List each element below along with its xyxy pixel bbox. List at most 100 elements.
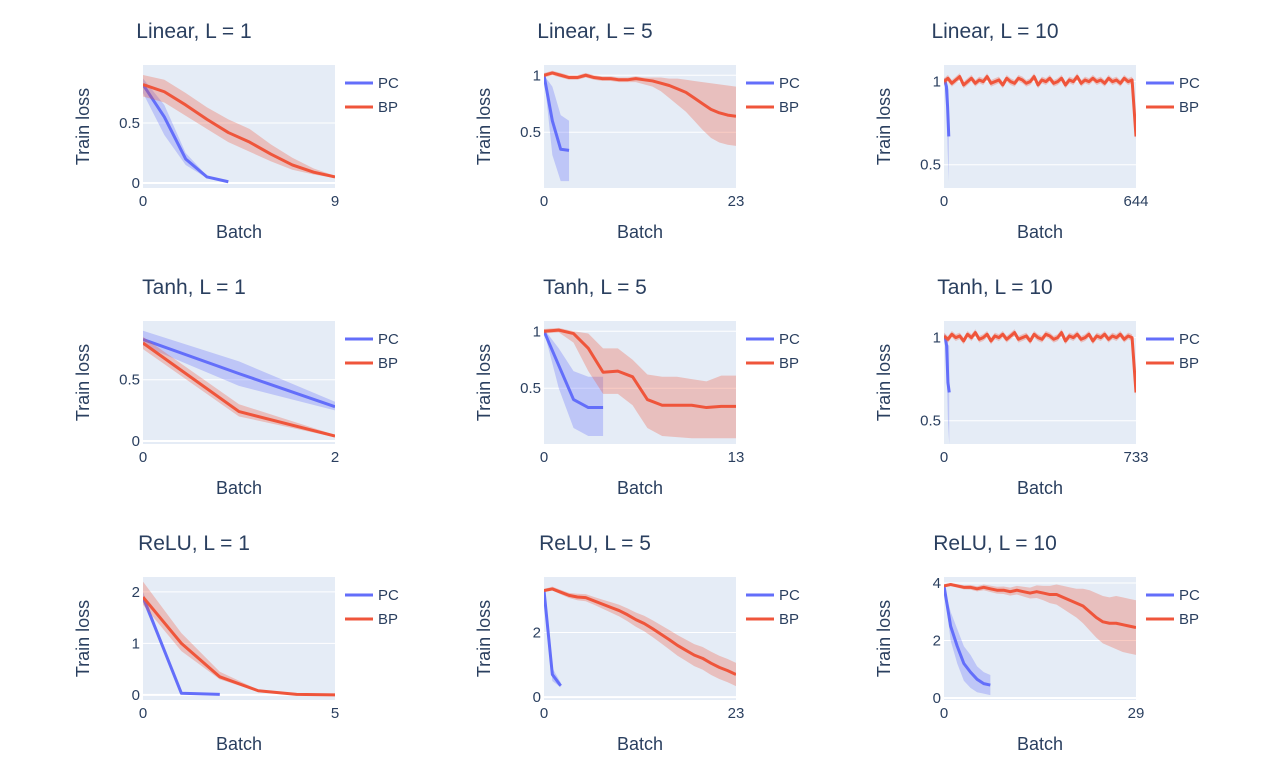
legend-item-bp[interactable]: BP — [746, 99, 799, 116]
legend-label: BP — [1179, 355, 1199, 372]
plot-content — [944, 73, 1136, 182]
subplot-3: 0 0.5 0 2 Tanh, L = 1 Batch Train loss PC BP — [73, 276, 399, 498]
subplot-title: Linear, L = 5 — [537, 20, 652, 43]
x-tick-label: 5 — [331, 705, 339, 722]
legend-label: BP — [378, 355, 398, 372]
x-tick-label: 0 — [139, 705, 147, 722]
y-tick-label: 2 — [933, 633, 941, 650]
plot-content — [544, 327, 736, 439]
y-axis-label: Train loss — [474, 344, 494, 421]
x-tick-label: 0 — [940, 449, 948, 466]
bp-series-line — [944, 331, 1136, 393]
legend-item-pc[interactable]: PC — [1146, 331, 1200, 348]
y-tick-label: 2 — [132, 584, 140, 601]
subplot-0: 0 0.5 0 9 Linear, L = 1 Batch Train loss PC BP — [73, 20, 399, 242]
pc-series-line — [544, 74, 570, 152]
legend-item-pc[interactable]: PC — [345, 75, 399, 92]
legend-item-pc[interactable]: PC — [746, 331, 800, 348]
plot-content — [544, 586, 736, 688]
y-tick-label: 0.5 — [520, 124, 541, 141]
subplot-1: 0.5 1 0 23 Linear, L = 5 Batch Train loss PC BP — [474, 20, 800, 242]
bp-confidence-band — [143, 581, 335, 695]
pc-series-line — [143, 83, 229, 184]
legend-label: PC — [1179, 75, 1200, 92]
legend-item-pc[interactable]: PC — [1146, 75, 1200, 92]
y-axis-label: Train loss — [874, 88, 894, 165]
legend-label: BP — [779, 611, 799, 628]
pc-series-line — [143, 596, 220, 696]
legend-item-pc[interactable]: PC — [746, 75, 800, 92]
legend-item-pc[interactable]: PC — [345, 331, 399, 348]
legend-item-bp[interactable]: BP — [746, 355, 799, 372]
subplot-title: Tanh, L = 5 — [543, 276, 647, 299]
legend-item-pc[interactable]: PC — [345, 587, 399, 604]
x-tick-label: 0 — [540, 705, 548, 722]
legend-label: PC — [1179, 331, 1200, 348]
y-tick-label: 0 — [132, 687, 140, 704]
x-tick-label: 23 — [728, 705, 745, 722]
x-axis-label: Batch — [216, 734, 262, 754]
legend-item-pc[interactable]: PC — [1146, 587, 1200, 604]
plot-area — [544, 65, 736, 188]
y-tick-label: 0 — [933, 690, 941, 707]
pc-series-line — [944, 585, 991, 687]
legend-item-bp[interactable]: BP — [345, 355, 398, 372]
pc-series-line — [143, 337, 335, 409]
x-axis-label: Batch — [1017, 734, 1063, 754]
subplot-6: 0 1 2 0 5 ReLU, L = 1 Batch Train loss PC BP — [73, 532, 399, 754]
plot-content — [944, 582, 1136, 696]
x-axis-label: Batch — [617, 478, 663, 498]
x-tick-label: 29 — [1128, 705, 1145, 722]
legend-label: BP — [1179, 99, 1199, 116]
plot-area — [143, 321, 335, 444]
bp-confidence-band — [544, 70, 736, 146]
legend-item-bp[interactable]: BP — [345, 611, 398, 628]
legend-item-bp[interactable]: BP — [746, 611, 799, 628]
subplot-title: Tanh, L = 10 — [937, 276, 1052, 299]
y-tick-label: 1 — [533, 67, 541, 84]
x-tick-label: 2 — [331, 449, 339, 466]
x-tick-label: 733 — [1123, 449, 1148, 466]
bp-series-line — [143, 83, 335, 179]
x-tick-label: 9 — [331, 193, 339, 210]
x-tick-label: 0 — [540, 193, 548, 210]
subplot-title: ReLU, L = 10 — [933, 532, 1057, 555]
legend-item-bp[interactable]: BP — [345, 99, 398, 116]
y-tick-label: 4 — [933, 575, 941, 592]
legend-item-pc[interactable]: PC — [746, 587, 800, 604]
bp-series-line — [544, 71, 736, 118]
y-tick-label: 1 — [933, 74, 941, 91]
y-axis-label: Train loss — [874, 600, 894, 677]
y-tick-label: 0 — [132, 175, 140, 192]
y-axis-label: Train loss — [73, 88, 93, 165]
x-tick-label: 644 — [1123, 193, 1148, 210]
y-tick-label: 0.5 — [920, 413, 941, 430]
pc-confidence-band — [143, 78, 229, 182]
legend-label: BP — [378, 611, 398, 628]
bp-confidence-band — [143, 74, 335, 179]
subplot-title: Linear, L = 1 — [136, 20, 251, 43]
subplot-title: Linear, L = 10 — [931, 20, 1058, 43]
bp-series-line — [944, 582, 1136, 630]
legend-label: BP — [779, 355, 799, 372]
y-tick-label: 0.5 — [119, 372, 140, 389]
subplot-title: ReLU, L = 1 — [138, 532, 250, 555]
y-tick-label: 2 — [533, 625, 541, 642]
legend-label: BP — [779, 99, 799, 116]
legend-label: PC — [378, 331, 399, 348]
legend-item-bp[interactable]: BP — [1146, 611, 1199, 628]
legend-item-bp[interactable]: BP — [1146, 355, 1199, 372]
plot-content — [143, 330, 335, 438]
x-tick-label: 0 — [940, 705, 948, 722]
subplot-8: 0 2 4 0 29 ReLU, L = 10 Batch Train loss PC BP — [874, 532, 1200, 754]
y-axis-label: Train loss — [474, 88, 494, 165]
y-tick-label: 1 — [933, 330, 941, 347]
pc-series-line — [544, 330, 604, 410]
legend-item-bp[interactable]: BP — [1146, 99, 1199, 116]
plot-content — [143, 581, 335, 697]
subplot-5: 0.5 1 0 733 Tanh, L = 10 Batch Train loss PC BP — [874, 276, 1200, 498]
bp-series-line — [143, 341, 335, 438]
y-tick-label: 1 — [132, 635, 140, 652]
x-tick-label: 0 — [139, 193, 147, 210]
